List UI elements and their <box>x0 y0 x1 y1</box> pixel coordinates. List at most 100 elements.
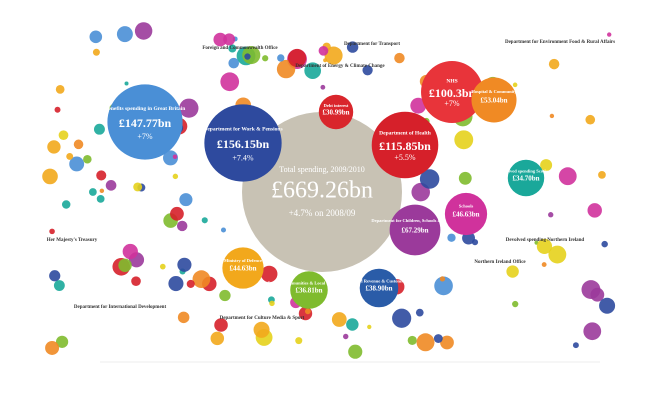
department-bubble <box>444 192 488 236</box>
department-value: £46.63bn <box>452 211 479 219</box>
minor-bubble <box>295 337 303 345</box>
minor-bubble <box>454 130 474 150</box>
section-label: Department for International Development <box>74 305 167 310</box>
section-label: Her Majesty's Treasury <box>47 238 98 243</box>
department-value: £147.77bn <box>119 116 172 130</box>
minor-bubble <box>541 262 547 268</box>
minor-bubble <box>179 193 193 207</box>
minor-bubble <box>177 311 190 324</box>
minor-bubble <box>179 98 199 118</box>
minor-bubble <box>93 123 105 135</box>
total-value: £669.26bn <box>271 178 373 204</box>
minor-bubble <box>122 243 138 260</box>
department-name: Department of Health <box>379 131 431 137</box>
minor-bubble <box>131 276 141 286</box>
minor-bubble <box>118 258 132 272</box>
minor-bubble <box>54 106 61 113</box>
minor-bubble <box>214 318 228 332</box>
department-bubble <box>204 104 282 182</box>
minor-bubble <box>220 72 240 92</box>
minor-bubble <box>512 300 519 308</box>
minor-bubble <box>73 139 84 150</box>
department-name: Devolved spending Scotland <box>499 169 554 174</box>
minor-bubble <box>587 203 602 218</box>
minor-bubble <box>581 280 601 300</box>
department-bubble <box>471 77 517 123</box>
minor-bubble <box>367 324 372 330</box>
minor-bubble <box>228 57 240 69</box>
minor-bubble <box>228 44 237 53</box>
minor-bubble <box>177 257 192 272</box>
minor-bubble <box>276 59 296 79</box>
minor-bubble <box>536 238 553 255</box>
department-name: Debt interest <box>324 103 349 108</box>
minor-bubble <box>49 270 61 282</box>
section-label: Department of Energy & Climate Change <box>295 64 385 69</box>
minor-bubble <box>83 154 92 164</box>
minor-bubble <box>163 150 178 166</box>
minor-bubble <box>96 170 107 181</box>
department-name: Hospital & Community <box>471 89 517 94</box>
minor-bubble <box>49 228 55 235</box>
section-label: Department for Environment Food & Rural … <box>505 40 615 45</box>
department-value: £100.3bn <box>429 86 476 100</box>
minor-bubble <box>124 81 129 86</box>
minor-bubble <box>601 240 608 248</box>
minor-bubble <box>244 53 251 60</box>
minor-bubble <box>55 335 69 348</box>
minor-bubble <box>548 245 567 264</box>
total-bubble <box>242 112 402 272</box>
department-bubble <box>421 61 483 123</box>
department-change: +7% <box>444 99 460 108</box>
department-change: +7.4% <box>232 153 254 162</box>
total-name: Total spending, 2009/2010 <box>279 165 364 174</box>
minor-bubble <box>585 114 596 125</box>
minor-bubble <box>89 188 97 196</box>
minor-bubble <box>223 33 236 46</box>
department-value: £115.85bn <box>379 139 431 153</box>
minor-bubble <box>348 344 363 359</box>
minor-bubble <box>558 167 577 186</box>
minor-bubble <box>159 263 166 270</box>
minor-bubble <box>416 333 435 352</box>
department-change: +7% <box>137 132 153 141</box>
minor-bubble <box>362 65 373 76</box>
minor-bubble <box>304 308 311 315</box>
minor-bubble <box>186 279 195 288</box>
minor-bubble <box>506 265 519 278</box>
department-bubble <box>318 94 354 130</box>
minor-bubble <box>45 341 60 355</box>
department-value: £53.04bn <box>480 97 507 105</box>
department-name: Department for Work & Pensions <box>203 127 282 133</box>
department-value: £34.70bn <box>512 175 539 183</box>
minor-bubble <box>116 26 133 43</box>
minor-bubble <box>458 171 472 185</box>
minor-bubble <box>287 48 307 68</box>
minor-bubble <box>407 335 417 346</box>
minor-bubble <box>548 58 560 70</box>
section-label: Department for Transport <box>344 42 400 47</box>
department-value: £30.99bn <box>322 109 349 117</box>
minor-bubble <box>105 180 117 191</box>
minor-bubble <box>343 333 349 340</box>
minor-bubble <box>439 276 446 282</box>
minor-bubble <box>192 270 211 289</box>
minor-bubble <box>220 227 226 233</box>
minor-bubble <box>260 265 278 283</box>
minor-bubble <box>133 182 143 192</box>
minor-bubble <box>323 58 328 63</box>
minor-bubble <box>540 159 553 172</box>
minor-bubble <box>434 276 453 296</box>
department-value: £156.15bn <box>217 137 270 151</box>
minor-bubble <box>42 168 58 185</box>
section-label: Department for Culture Media & Sport <box>220 316 305 321</box>
minor-bubble <box>277 54 285 62</box>
department-name: NHS <box>446 78 457 84</box>
section-label: Northern Ireland Office <box>474 260 526 265</box>
minor-bubble <box>253 321 270 338</box>
minor-bubble <box>61 200 71 209</box>
department-change: +5.5% <box>394 153 416 162</box>
department-value: £36.81bn <box>295 287 322 295</box>
department-value: £44.63bn <box>229 265 256 273</box>
